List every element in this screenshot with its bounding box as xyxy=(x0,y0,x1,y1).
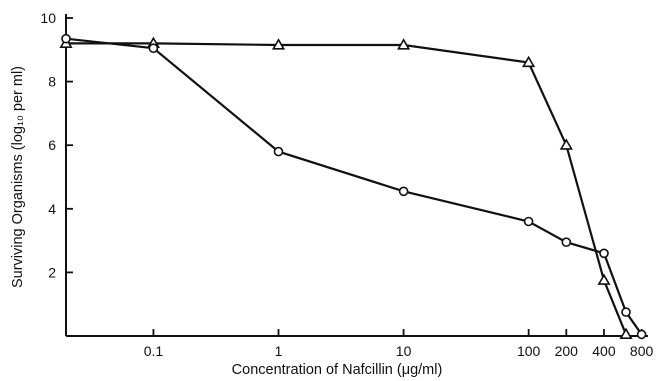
axes xyxy=(65,14,648,337)
circle-marker xyxy=(621,307,631,317)
x-axis-label: Concentration of Nafcillin (μg/ml) xyxy=(232,362,443,378)
x-ticks: 0.1 1 10 100 200 400 800 xyxy=(144,329,654,359)
series-line xyxy=(66,42,628,335)
y-tick-label: 6 xyxy=(48,137,56,153)
x-tick-label: 0.1 xyxy=(144,343,164,359)
circle-marker xyxy=(523,216,534,227)
circle-marker xyxy=(561,237,572,247)
x-tick-label: 100 xyxy=(517,343,541,359)
x-tick-label: 1 xyxy=(275,343,283,359)
y-tick-label: 2 xyxy=(48,264,56,280)
triangle-marker xyxy=(271,38,286,50)
triangle-marker xyxy=(597,273,611,285)
series-layer xyxy=(59,33,647,340)
triangle-marker xyxy=(619,327,633,339)
x-tick-label: 400 xyxy=(592,343,616,359)
circle-marker xyxy=(398,186,409,197)
y-axis-label: Surviving Organisms (log₁₀ per ml) xyxy=(10,66,26,288)
series-circle xyxy=(61,33,647,340)
x-tick-label: 200 xyxy=(555,343,579,359)
circle-marker xyxy=(148,43,159,54)
y-ticks: 2 4 6 8 10 xyxy=(40,10,73,280)
x-tick-label: 10 xyxy=(396,343,412,359)
circle-marker xyxy=(61,33,71,44)
series-triangle xyxy=(59,36,633,339)
circle-marker xyxy=(599,248,609,259)
triangle-marker xyxy=(522,55,536,68)
y-tick-label: 10 xyxy=(40,10,56,26)
triangle-marker xyxy=(559,138,573,150)
circle-marker xyxy=(636,329,647,340)
triangle-marker xyxy=(397,38,411,50)
circle-marker xyxy=(273,146,284,157)
y-tick-label: 8 xyxy=(48,74,56,90)
x-tick-label: 800 xyxy=(630,343,654,359)
y-tick-label: 4 xyxy=(48,201,56,217)
series-line xyxy=(65,37,643,336)
